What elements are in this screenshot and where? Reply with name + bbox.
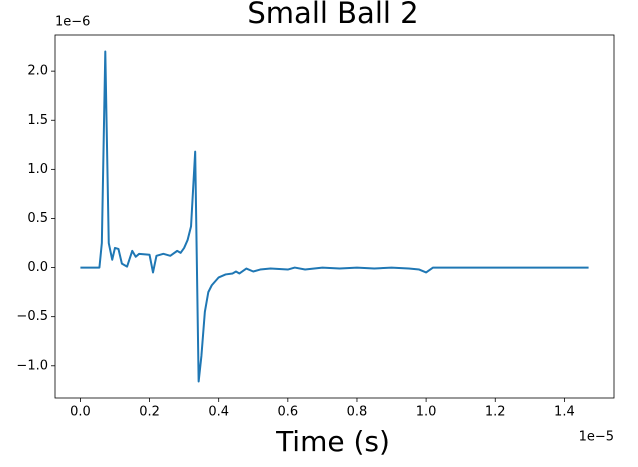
x-tick-label: 0.6 xyxy=(277,405,298,420)
chart-title: Small Ball 2 xyxy=(247,0,418,30)
y-tick-label: 1.0 xyxy=(27,162,48,177)
y-tick-label: 1.5 xyxy=(27,113,48,128)
x-offset-text: 1e−5 xyxy=(579,430,614,445)
x-tick-label: 1.0 xyxy=(416,405,437,420)
x-tick-label: 0.2 xyxy=(139,405,160,420)
y-tick-label: 0.0 xyxy=(27,260,48,275)
x-tick-label: 0.0 xyxy=(70,405,91,420)
x-tick-label: 1.2 xyxy=(485,405,506,420)
y-tick-label: 0.5 xyxy=(27,211,48,226)
plot-frame xyxy=(54,34,615,399)
y-tick-label: −1.0 xyxy=(16,358,48,373)
y-tick-label: 2.0 xyxy=(27,64,48,79)
x-tick-label: 1.4 xyxy=(554,405,575,420)
data-line xyxy=(80,50,589,383)
y-offset-text: 1e−6 xyxy=(55,15,90,30)
y-tick-label: −0.5 xyxy=(16,309,48,324)
x-tick-label: 0.8 xyxy=(347,405,368,420)
x-axis-label: Time (s) xyxy=(275,425,390,458)
x-tick-label: 0.4 xyxy=(208,405,229,420)
